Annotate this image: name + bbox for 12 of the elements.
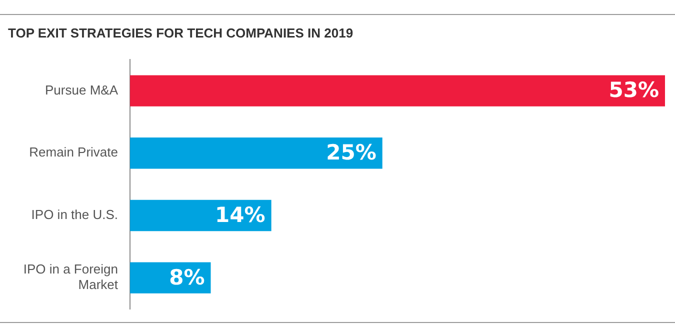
data-label: 53%	[608, 78, 659, 102]
chart-title: TOP EXIT STRATEGIES FOR TECH COMPANIES IN 2019	[8, 25, 354, 40]
bar	[130, 75, 665, 106]
y-tick-label: Pursue M&A	[45, 82, 118, 98]
bar	[130, 138, 382, 169]
data-label: 8%	[169, 265, 205, 290]
bar	[130, 200, 272, 232]
data-label: 14%	[215, 202, 266, 227]
y-tick-label: IPO in the U.S.	[31, 207, 118, 222]
y-tick-label: IPO in a Foreign Market	[23, 262, 118, 292]
data-label: 25%	[326, 140, 376, 165]
y-tick-label: Remain Private	[29, 144, 118, 160]
